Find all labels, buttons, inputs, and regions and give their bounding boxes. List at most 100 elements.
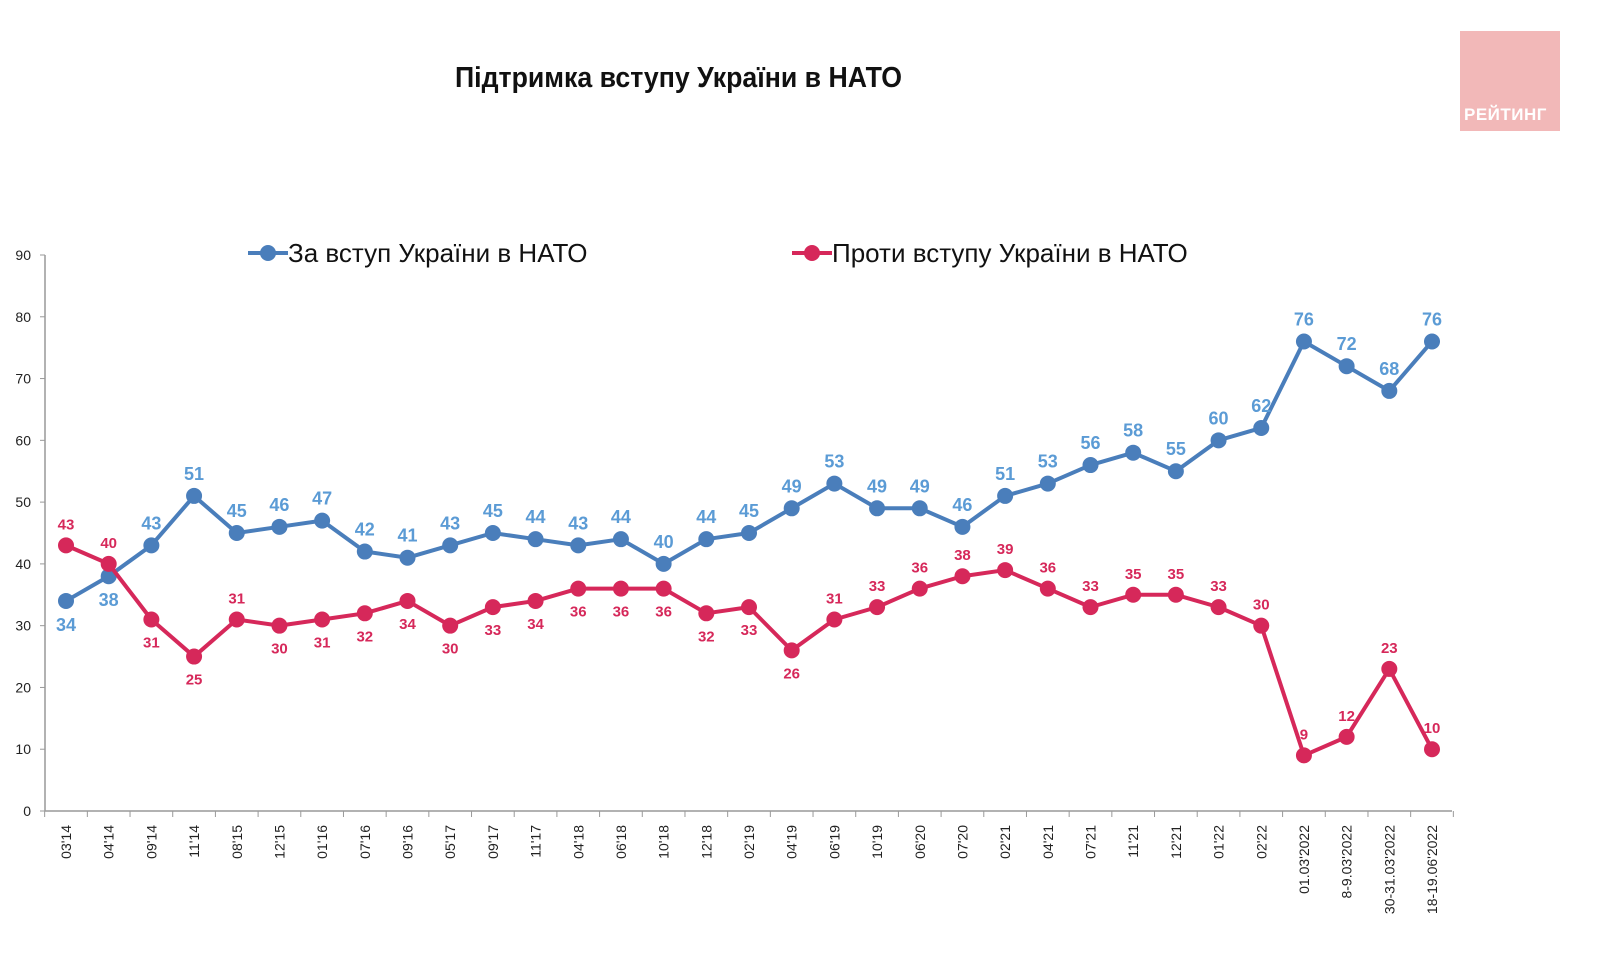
data-point	[911, 500, 928, 517]
data-label: 33	[485, 622, 502, 639]
data-label: 42	[355, 520, 375, 540]
y-tick-label: 40	[15, 556, 31, 572]
y-tick-label: 60	[15, 432, 31, 448]
legend-marker	[804, 245, 820, 261]
data-point	[58, 537, 74, 554]
x-tick-label: 07'21	[1083, 825, 1099, 859]
data-label: 23	[1381, 640, 1398, 657]
series-line-for	[64, 339, 1434, 603]
data-label: 46	[952, 495, 972, 515]
data-label: 33	[1082, 578, 1099, 595]
data-label: 44	[696, 507, 716, 527]
data-point	[271, 617, 288, 634]
data-label: 36	[570, 604, 587, 621]
x-tick-label: 03'14	[58, 825, 74, 859]
data-point	[570, 537, 587, 554]
data-point	[570, 580, 587, 597]
data-label: 76	[1294, 309, 1314, 329]
data-point	[826, 475, 843, 492]
data-point	[271, 518, 288, 535]
x-tick-label: 18-19.06'2022	[1424, 825, 1440, 914]
data-label: 38	[99, 590, 119, 610]
data-label: 25	[186, 672, 203, 689]
data-point	[698, 531, 715, 548]
x-tick-label: 11'14	[186, 825, 202, 858]
data-point	[186, 487, 203, 504]
data-point	[741, 599, 757, 616]
data-point	[228, 611, 245, 628]
data-point	[783, 642, 800, 659]
data-label: 31	[143, 634, 160, 651]
data-point	[1082, 457, 1099, 474]
data-point	[954, 568, 971, 585]
logo-text: РЕЙТИНГ	[1464, 105, 1547, 124]
data-label: 31	[228, 590, 245, 607]
data-point	[997, 562, 1014, 579]
data-label: 34	[527, 616, 544, 633]
x-tick-label: 04'21	[1040, 825, 1056, 859]
data-point	[228, 525, 245, 541]
data-point	[442, 617, 459, 634]
data-label: 45	[227, 501, 247, 521]
legend-label: За вступ України в НАТО	[288, 238, 587, 268]
x-tick-label: 04'18	[570, 825, 586, 859]
data-label: 30	[1253, 597, 1270, 614]
data-point	[826, 611, 843, 628]
data-point	[612, 580, 629, 597]
x-tick-label: 05'17	[442, 825, 458, 859]
data-point	[1295, 747, 1312, 764]
data-label: 9	[1300, 726, 1308, 743]
data-label: 30	[271, 641, 288, 658]
x-tick-label: 09'17	[485, 825, 501, 859]
data-point	[869, 599, 886, 616]
data-label: 39	[997, 541, 1014, 558]
data-point	[143, 537, 160, 554]
data-label: 44	[611, 507, 631, 527]
x-tick-label: 30-31.03'2022	[1381, 825, 1397, 914]
data-label: 12	[1338, 708, 1355, 725]
x-tick-label: 07'16	[357, 825, 373, 859]
data-label: 55	[1166, 439, 1186, 459]
x-tick-label: 11'17	[528, 825, 544, 858]
x-tick-label: 06'19	[826, 825, 842, 859]
data-point	[1424, 741, 1440, 758]
data-point	[655, 580, 672, 597]
data-point	[1253, 419, 1270, 436]
data-point	[1125, 586, 1142, 603]
data-label: 68	[1379, 359, 1399, 379]
data-point	[1039, 580, 1056, 597]
legend-marker	[260, 245, 276, 261]
data-point	[1167, 463, 1184, 480]
data-label: 40	[654, 532, 674, 552]
data-point	[612, 531, 629, 548]
data-point	[1210, 599, 1227, 616]
data-label: 33	[869, 578, 886, 595]
data-label: 43	[58, 516, 75, 533]
data-point	[58, 592, 74, 609]
x-tick-label: 08'15	[229, 825, 245, 859]
x-tick-label: 01'16	[314, 825, 330, 859]
data-point	[1424, 333, 1440, 350]
data-label: 49	[910, 476, 930, 496]
data-label: 41	[397, 526, 417, 546]
y-tick-label: 10	[15, 741, 31, 757]
data-label: 34	[399, 616, 416, 633]
data-point	[314, 611, 331, 628]
data-label: 49	[782, 476, 802, 496]
data-label: 38	[954, 547, 971, 564]
x-tick-label: 02'21	[997, 825, 1013, 859]
x-tick-label: 07'20	[954, 825, 970, 859]
data-point	[399, 592, 416, 609]
data-point	[1295, 333, 1312, 350]
data-point	[1125, 444, 1142, 461]
data-label: 33	[741, 622, 758, 639]
chart-title: Підтримка вступу України в НАТО	[455, 62, 903, 94]
data-point	[527, 592, 544, 609]
x-tick-label: 06'20	[912, 825, 928, 859]
data-label: 35	[1168, 566, 1185, 583]
x-tick-label: 12'21	[1168, 825, 1184, 859]
data-point	[1338, 358, 1355, 375]
data-label: 36	[613, 604, 630, 621]
x-tick-label: 09'14	[143, 825, 159, 859]
legend-label: Проти вступу України в НАТО	[832, 238, 1188, 268]
